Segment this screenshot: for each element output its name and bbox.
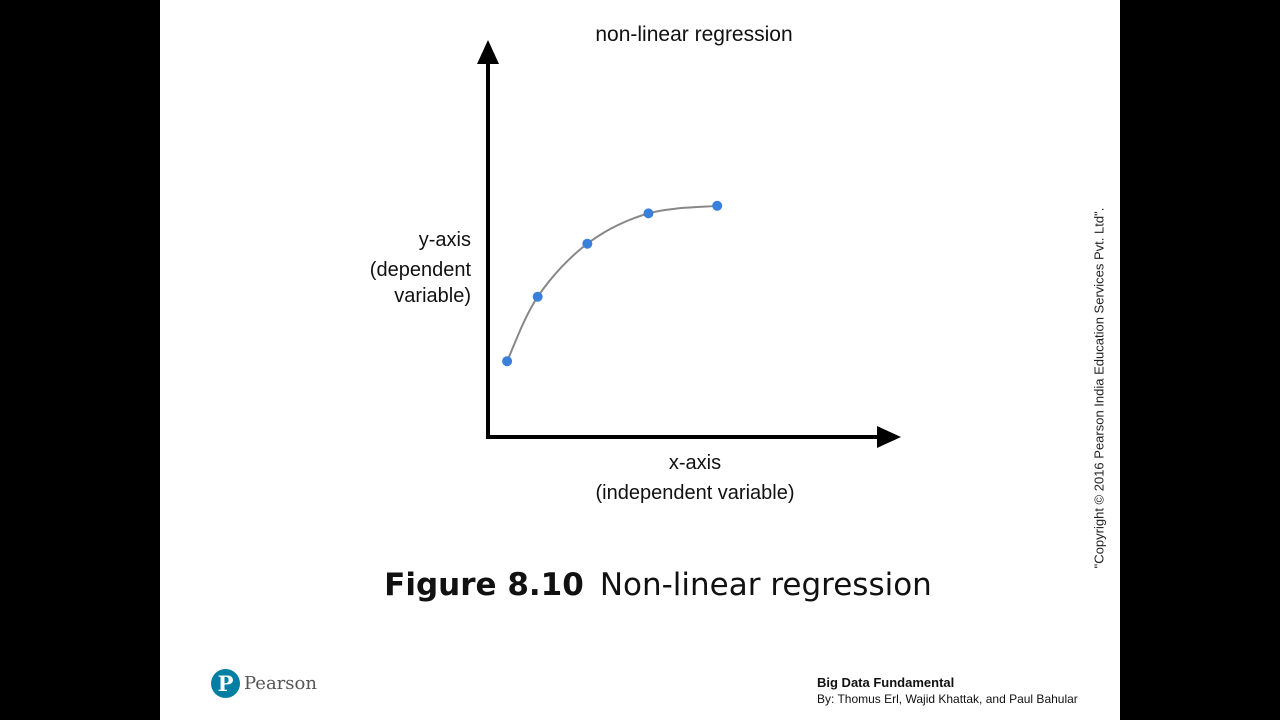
figure-caption: Figure 8.10 Non-linear regression — [160, 567, 1120, 603]
y-axis-label-line-2: (dependent — [370, 259, 472, 281]
copyright-notice: "Copyright © 2016 Pearson India Educatio… — [1091, 207, 1107, 569]
data-point-3 — [582, 238, 593, 249]
x-axis-label-line-1: x-axis — [669, 452, 721, 474]
data-point-5 — [712, 200, 723, 211]
pearson-logo-text: Pearson — [244, 673, 317, 694]
y-axis-label-line-1: y-axis — [419, 229, 471, 251]
chart-title: non-linear regression — [595, 23, 792, 46]
book-authors: By: Thomus Erl, Wajid Khattak, and Paul … — [817, 692, 1078, 706]
y-axis-label-line-3: variable) — [394, 285, 471, 307]
pearson-logo-icon: P — [211, 669, 240, 698]
pearson-logo: P Pearson — [211, 669, 317, 698]
data-point-1 — [502, 356, 513, 367]
regression-chart: non-linear regression y-axis (dependent … — [370, 23, 901, 504]
book-title: Big Data Fundamental — [817, 675, 955, 690]
data-point-2 — [532, 291, 543, 302]
slide: non-linear regression y-axis (dependent … — [160, 0, 1120, 720]
figure-number: Figure 8.10 — [384, 567, 584, 603]
x-axis-arrowhead — [877, 426, 901, 448]
y-axis-arrowhead — [477, 40, 499, 64]
figure-caption-text: Non-linear regression — [599, 567, 932, 603]
regression-curve — [506, 204, 718, 362]
data-points — [502, 200, 723, 367]
data-point-4 — [643, 208, 654, 219]
x-axis-label-line-2: (independent variable) — [595, 482, 794, 504]
book-info: Big Data Fundamental By: Thomus Erl, Waj… — [817, 674, 1078, 708]
